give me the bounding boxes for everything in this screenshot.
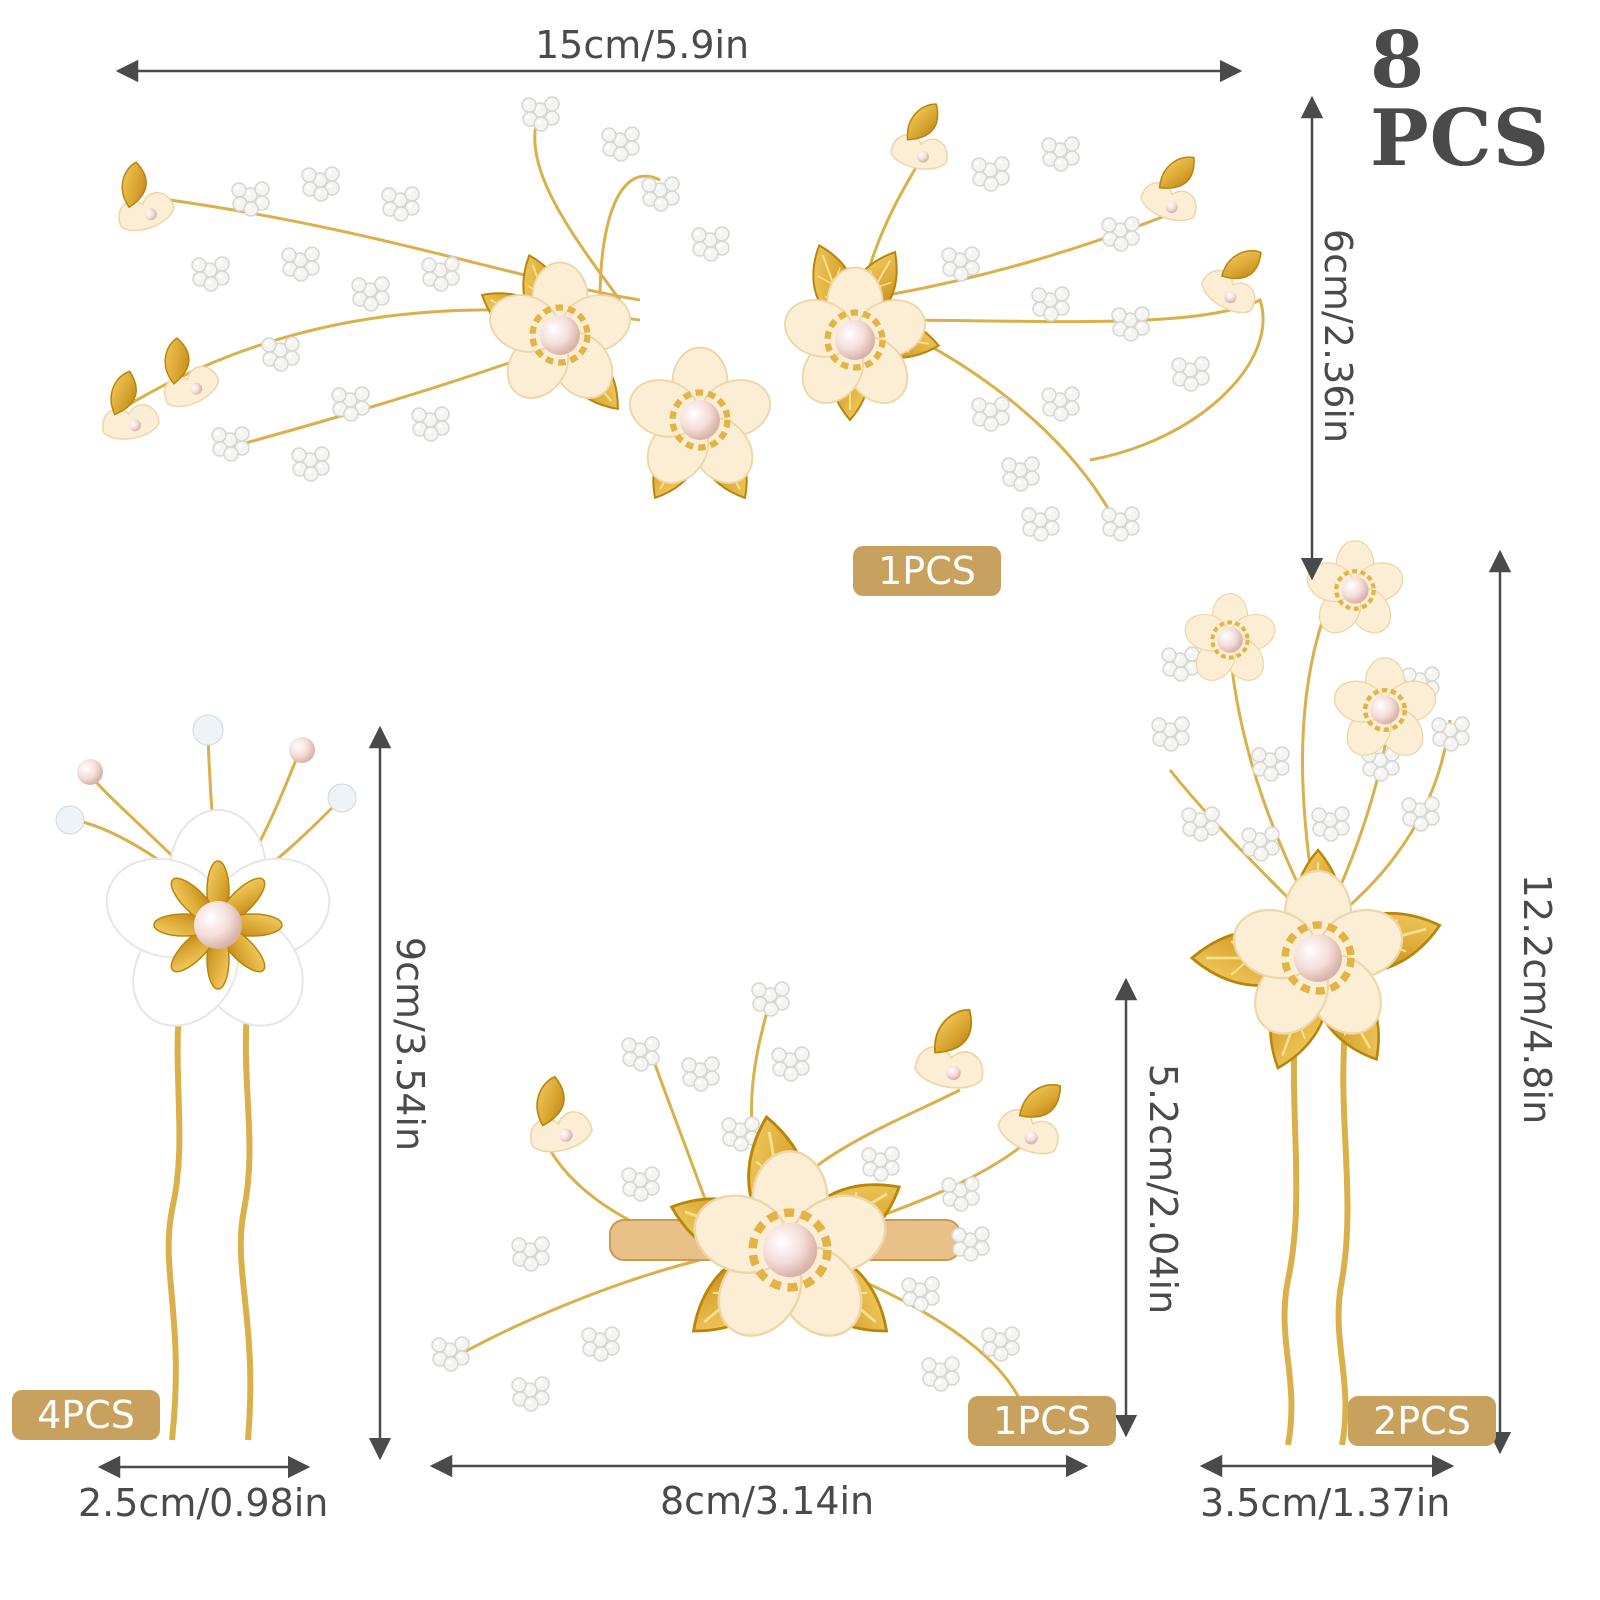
dimension-arrows <box>97 59 1512 1479</box>
large-hair-pin-illustration <box>1152 541 1469 1446</box>
comb-width-label: 15cm/5.9in <box>535 23 750 67</box>
large-pin-height-label: 12.2cm/4.8in <box>1515 873 1559 1125</box>
clip-quantity-badge: 1PCS <box>968 1396 1116 1446</box>
comb-height-label: 6cm/2.36in <box>1316 228 1360 444</box>
small-pin-quantity-badge: 4PCS <box>12 1390 160 1440</box>
clip-height-label: 5.2cm/2.04in <box>1141 1063 1185 1315</box>
small-hair-pin-illustration <box>55 714 357 1441</box>
large-pin-width-label: 3.5cm/1.37in <box>1200 1481 1451 1525</box>
hair-comb-illustration <box>93 97 1280 595</box>
large-pin-quantity-badge: 2PCS <box>1348 1396 1496 1446</box>
clip-width-label: 8cm/3.14in <box>660 1479 875 1523</box>
hair-clip-illustration <box>432 982 1082 1411</box>
small-pin-height-label: 9cm/3.54in <box>388 936 432 1152</box>
small-pin-width-label: 2.5cm/0.98in <box>78 1481 329 1525</box>
total-count-label: 8 PCS <box>1370 15 1551 184</box>
comb-quantity-badge: 1PCS <box>853 546 1001 596</box>
